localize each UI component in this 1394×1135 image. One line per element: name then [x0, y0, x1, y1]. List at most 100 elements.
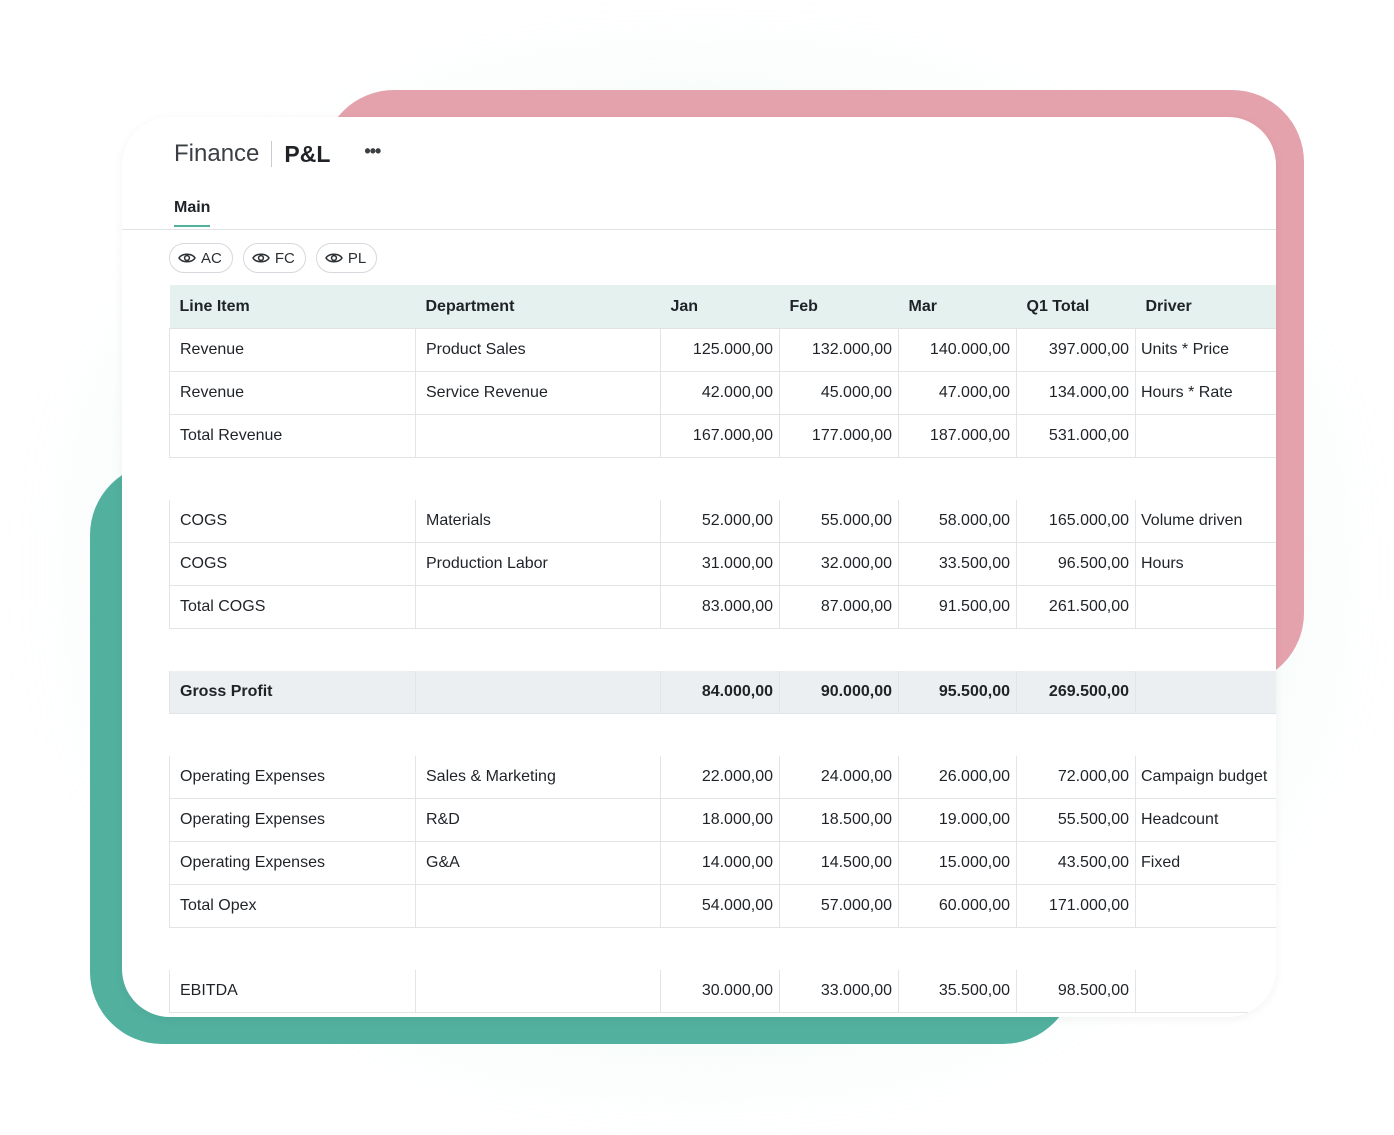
tab-main[interactable]: Main — [174, 199, 211, 227]
department-cell[interactable]: Production Labor — [415, 542, 661, 586]
driver-cell[interactable]: Hours — [1135, 542, 1276, 586]
driver-cell[interactable]: Campaign budget — [1135, 756, 1276, 799]
q1-total-cell[interactable]: 55.500,00 — [1016, 798, 1136, 842]
jan-cell[interactable]: 31.000,00 — [660, 542, 780, 586]
chip-ac[interactable]: AC — [169, 243, 233, 273]
mar-cell[interactable]: 91.500,00 — [898, 585, 1017, 629]
table-row[interactable]: Operating Expenses R&D 18.000,00 18.500,00 1… — [169, 798, 1276, 842]
table-row[interactable]: COGS Production Labor 31.000,00 32.000,00 33… — [169, 542, 1276, 586]
line-item-cell[interactable]: Total Opex — [169, 884, 416, 928]
more-options-icon[interactable]: ••• — [364, 141, 381, 161]
jan-cell[interactable]: 22.000,00 — [660, 756, 780, 799]
jan-cell[interactable]: 167.000,00 — [660, 414, 780, 458]
table-row[interactable]: Total Opex 54.000,00 57.000,00 60.000,00 171… — [169, 884, 1276, 928]
q1-total-cell[interactable]: 397.000,00 — [1016, 328, 1136, 372]
feb-cell[interactable]: 132.000,00 — [779, 328, 899, 372]
q1-total-cell[interactable]: 165.000,00 — [1016, 500, 1136, 543]
feb-cell[interactable]: 90.000,00 — [779, 671, 899, 714]
jan-cell[interactable]: 14.000,00 — [660, 841, 780, 885]
department-cell[interactable]: R&D — [415, 798, 661, 842]
chip-fc[interactable]: FC — [242, 243, 306, 273]
table-row[interactable]: Operating Expenses G&A 14.000,00 14.500,00 1… — [169, 841, 1276, 885]
department-cell[interactable] — [415, 970, 661, 1013]
mar-cell[interactable]: 60.000,00 — [898, 884, 1017, 928]
feb-cell[interactable]: 177.000,00 — [779, 414, 899, 458]
line-item-cell[interactable]: COGS — [169, 542, 416, 586]
table-row[interactable]: Operating Expenses Sales & Marketing 22.00… — [169, 756, 1276, 799]
feb-cell[interactable]: 55.000,00 — [779, 500, 899, 543]
chip-pl[interactable]: PL — [315, 243, 378, 273]
department-cell[interactable] — [415, 414, 661, 458]
driver-cell[interactable] — [1135, 414, 1276, 458]
table-row[interactable]: Revenue Service Revenue 42.000,00 45.000,00… — [169, 371, 1276, 415]
department-cell[interactable]: G&A — [415, 841, 661, 885]
department-cell[interactable] — [415, 884, 661, 928]
driver-cell[interactable]: Volume driven — [1135, 500, 1276, 543]
line-item-cell[interactable]: COGS — [169, 500, 416, 543]
line-item-cell[interactable]: EBITDA — [169, 970, 416, 1013]
jan-cell[interactable]: 125.000,00 — [660, 328, 780, 372]
line-item-cell[interactable]: Total COGS — [169, 585, 416, 629]
column-header-department[interactable]: Department — [415, 285, 661, 329]
mar-cell[interactable]: 58.000,00 — [898, 500, 1017, 543]
jan-cell[interactable]: 83.000,00 — [660, 585, 780, 629]
feb-cell[interactable]: 87.000,00 — [779, 585, 899, 629]
app-name[interactable]: Finance — [174, 140, 260, 167]
feb-cell[interactable]: 57.000,00 — [779, 884, 899, 928]
mar-cell[interactable]: 33.500,00 — [898, 542, 1017, 586]
q1-total-cell[interactable]: 269.500,00 — [1016, 671, 1136, 714]
column-header-driver[interactable]: Driver — [1135, 285, 1276, 329]
feb-cell[interactable]: 24.000,00 — [779, 756, 899, 799]
feb-cell[interactable]: 32.000,00 — [779, 542, 899, 586]
driver-cell[interactable] — [1135, 970, 1276, 1013]
table-row[interactable]: Total COGS 83.000,00 87.000,00 91.500,00 261… — [169, 585, 1276, 629]
column-header-jan[interactable]: Jan — [660, 285, 780, 329]
driver-cell[interactable] — [1135, 884, 1276, 928]
table-row[interactable]: EBITDA 30.000,00 33.000,00 35.500,00 98.500,… — [169, 970, 1276, 1013]
jan-cell[interactable]: 52.000,00 — [660, 500, 780, 543]
driver-cell[interactable]: Fixed — [1135, 841, 1276, 885]
department-cell[interactable]: Sales & Marketing — [415, 756, 661, 799]
mar-cell[interactable]: 15.000,00 — [898, 841, 1017, 885]
table-row[interactable]: COGS Materials 52.000,00 55.000,00 58.000,00… — [169, 500, 1276, 543]
q1-total-cell[interactable]: 43.500,00 — [1016, 841, 1136, 885]
q1-total-cell[interactable]: 96.500,00 — [1016, 542, 1136, 586]
jan-cell[interactable]: 84.000,00 — [660, 671, 780, 714]
department-cell[interactable]: Service Revenue — [415, 371, 661, 415]
mar-cell[interactable]: 187.000,00 — [898, 414, 1017, 458]
table-row[interactable]: Revenue Product Sales 125.000,00 132.000,00… — [169, 328, 1276, 372]
table-row[interactable]: Total Revenue 167.000,00 177.000,00 187.000… — [169, 414, 1276, 458]
department-cell[interactable]: Materials — [415, 500, 661, 543]
mar-cell[interactable]: 35.500,00 — [898, 970, 1017, 1013]
driver-cell[interactable] — [1135, 671, 1276, 714]
mar-cell[interactable]: 95.500,00 — [898, 671, 1017, 714]
department-cell[interactable] — [415, 585, 661, 629]
q1-total-cell[interactable]: 531.000,00 — [1016, 414, 1136, 458]
jan-cell[interactable]: 18.000,00 — [660, 798, 780, 842]
driver-cell[interactable]: Units * Price — [1135, 328, 1276, 372]
feb-cell[interactable]: 33.000,00 — [779, 970, 899, 1013]
driver-cell[interactable]: Headcount — [1135, 798, 1276, 842]
q1-total-cell[interactable]: 72.000,00 — [1016, 756, 1136, 799]
line-item-cell[interactable]: Revenue — [169, 371, 416, 415]
department-cell[interactable] — [415, 671, 661, 714]
table-row[interactable]: Gross Profit 84.000,00 90.000,00 95.500,00 2… — [169, 671, 1276, 714]
feb-cell[interactable]: 14.500,00 — [779, 841, 899, 885]
driver-cell[interactable]: Hours * Rate — [1135, 371, 1276, 415]
column-header-line-item[interactable]: Line Item — [169, 285, 416, 329]
column-header-feb[interactable]: Feb — [779, 285, 899, 329]
column-header-q1-total[interactable]: Q1 Total — [1016, 285, 1136, 329]
line-item-cell[interactable]: Total Revenue — [169, 414, 416, 458]
q1-total-cell[interactable]: 171.000,00 — [1016, 884, 1136, 928]
department-cell[interactable]: Product Sales — [415, 328, 661, 372]
mar-cell[interactable]: 26.000,00 — [898, 756, 1017, 799]
line-item-cell[interactable]: Operating Expenses — [169, 841, 416, 885]
mar-cell[interactable]: 47.000,00 — [898, 371, 1017, 415]
feb-cell[interactable]: 18.500,00 — [779, 798, 899, 842]
column-header-mar[interactable]: Mar — [898, 285, 1017, 329]
line-item-cell[interactable]: Operating Expenses — [169, 798, 416, 842]
q1-total-cell[interactable]: 98.500,00 — [1016, 970, 1136, 1013]
jan-cell[interactable]: 30.000,00 — [660, 970, 780, 1013]
mar-cell[interactable]: 19.000,00 — [898, 798, 1017, 842]
jan-cell[interactable]: 42.000,00 — [660, 371, 780, 415]
